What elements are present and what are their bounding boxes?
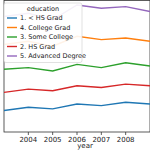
legend-label: 4. College Grad: [20, 24, 70, 32]
legend-swatch: [7, 27, 17, 28]
legend-swatch: [7, 55, 17, 56]
x-tick-label: 2004: [19, 136, 37, 144]
x-tick-label: 2008: [117, 136, 135, 144]
legend-swatch: [7, 46, 17, 47]
series-line: [4, 63, 150, 71]
x-tick: [77, 132, 78, 135]
plot-frame: [4, 1, 150, 133]
legend-title: education: [27, 5, 59, 13]
legend-label: 2. HS Grad: [20, 43, 55, 51]
x-tick-label: 2007: [92, 136, 110, 144]
legend-label: 1. < HS Grad: [20, 14, 63, 22]
x-tick-label: 2005: [44, 136, 62, 144]
legend-label: 5. Advanced Degree: [20, 52, 86, 60]
legend-swatch: [7, 17, 17, 18]
x-tick: [52, 132, 53, 135]
x-tick: [101, 132, 102, 135]
x-tick: [28, 132, 29, 135]
legend-swatch: [7, 36, 17, 37]
x-axis-label: year: [77, 142, 93, 150]
legend-label: 3. Some College: [20, 33, 73, 41]
x-tick: [125, 132, 126, 135]
series-line: [4, 102, 150, 110]
chart-svg: 20042005200620072008yeareducation1. < HS…: [0, 0, 150, 150]
series-line: [4, 84, 150, 92]
chart: 20042005200620072008yeareducation1. < HS…: [0, 0, 150, 150]
